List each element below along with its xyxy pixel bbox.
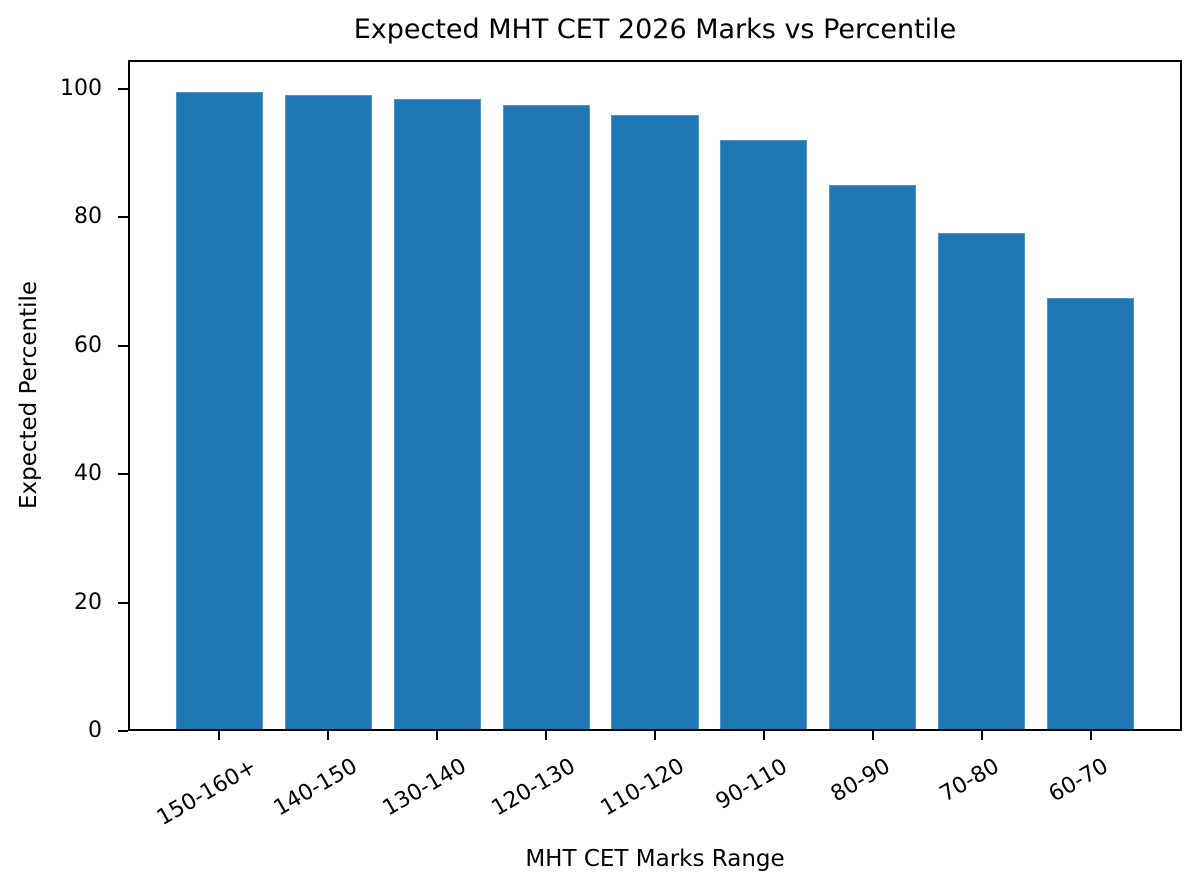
x-tick <box>871 731 874 740</box>
y-tick-label: 80 <box>74 204 102 230</box>
x-tick-label: 90-110 <box>711 753 792 815</box>
y-tick-label: 40 <box>74 461 102 487</box>
bar-70-80 <box>938 233 1026 731</box>
bar-90-110 <box>720 140 808 731</box>
x-tick <box>762 731 765 740</box>
bar-140-150 <box>284 95 372 731</box>
y-tick <box>118 730 128 732</box>
y-tick <box>118 473 128 476</box>
x-tick-label: 110-120 <box>596 753 689 822</box>
bar-110-120 <box>611 114 699 731</box>
y-tick-label: 100 <box>60 75 102 101</box>
y-tick-label: 0 <box>88 718 102 743</box>
bar-130-140 <box>393 98 481 731</box>
x-tick <box>1089 731 1092 740</box>
y-tick <box>118 87 128 90</box>
y-tick <box>118 344 128 347</box>
y-tick <box>118 216 128 219</box>
chart-title: Expected MHT CET 2026 Marks vs Percentil… <box>353 14 957 45</box>
bar-60-70 <box>1046 297 1135 731</box>
x-axis-label: MHT CET Marks Range <box>525 846 785 872</box>
x-tick-label: 80-90 <box>826 753 895 808</box>
y-tick-label: 20 <box>74 589 102 615</box>
y-tick-label: 60 <box>74 332 102 358</box>
bar-80-90 <box>829 185 917 731</box>
x-tick <box>327 731 330 740</box>
y-tick <box>118 601 128 604</box>
bar-150-160+ <box>175 92 263 731</box>
x-tick-label: 70-80 <box>935 753 1004 808</box>
bar-120-130 <box>502 104 590 731</box>
x-tick-label: 60-70 <box>1044 753 1113 808</box>
x-tick <box>980 731 983 740</box>
x-tick <box>654 731 656 740</box>
x-tick-label: 120-130 <box>487 753 580 822</box>
x-tick <box>436 731 439 740</box>
x-tick <box>545 731 548 740</box>
x-tick-label: 130-140 <box>378 753 471 822</box>
x-tick-label: 150-160+ <box>153 753 262 831</box>
x-tick <box>218 731 221 740</box>
x-tick-label: 140-150 <box>270 753 363 822</box>
